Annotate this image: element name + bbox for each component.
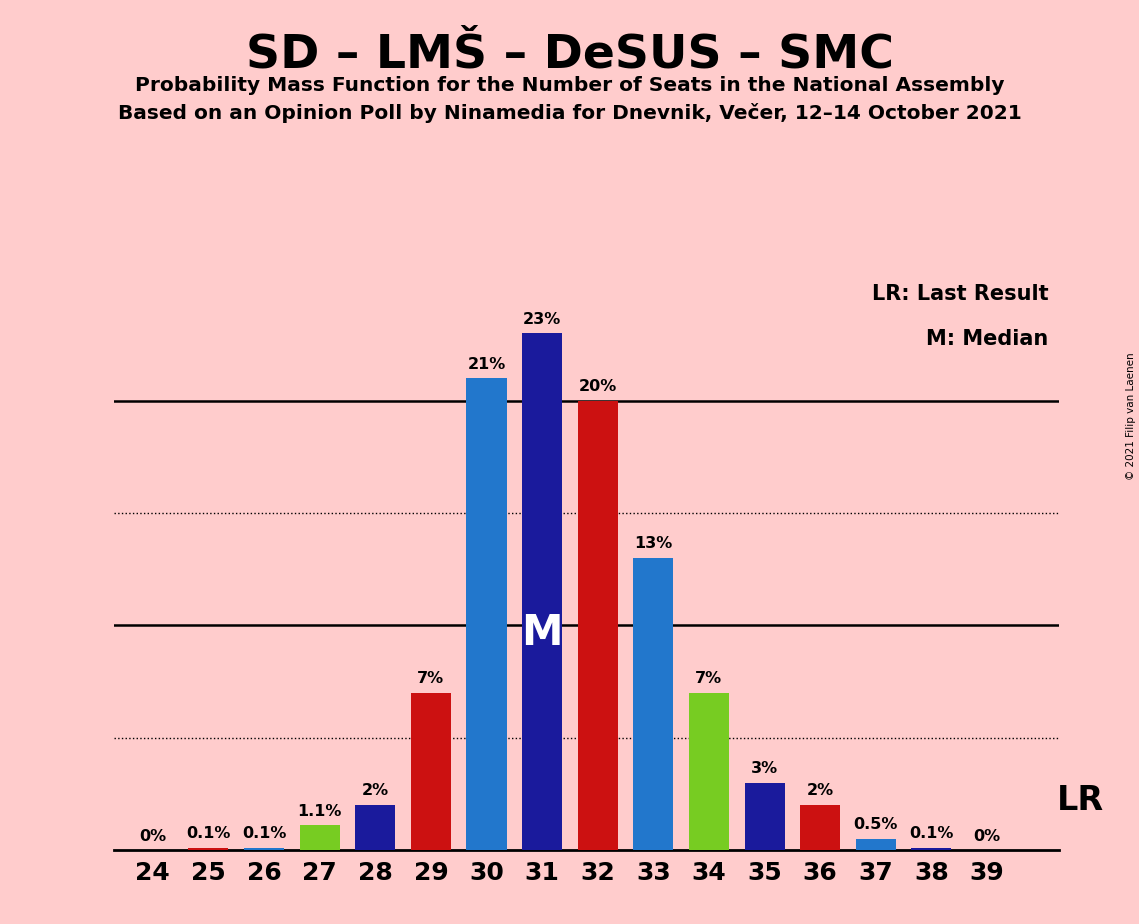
Text: LR: Last Result: LR: Last Result xyxy=(871,284,1048,304)
Text: 2%: 2% xyxy=(806,784,834,798)
Text: 0.5%: 0.5% xyxy=(853,817,898,833)
Bar xyxy=(745,783,785,850)
Bar xyxy=(300,825,339,850)
Bar xyxy=(411,693,451,850)
Text: Probability Mass Function for the Number of Seats in the National Assembly: Probability Mass Function for the Number… xyxy=(134,76,1005,95)
Text: SD – LMŠ – DeSUS – SMC: SD – LMŠ – DeSUS – SMC xyxy=(246,32,893,78)
Text: 2%: 2% xyxy=(362,784,388,798)
Bar xyxy=(188,848,229,850)
Bar xyxy=(577,401,617,850)
Text: LR: LR xyxy=(1057,784,1104,817)
Text: 0.1%: 0.1% xyxy=(909,826,953,841)
Text: 1.1%: 1.1% xyxy=(297,804,342,819)
Text: Based on an Opinion Poll by Ninamedia for Dnevnik, Večer, 12–14 October 2021: Based on an Opinion Poll by Ninamedia fo… xyxy=(117,103,1022,124)
Bar xyxy=(522,334,563,850)
Text: M: M xyxy=(522,612,563,654)
Text: 7%: 7% xyxy=(417,671,444,687)
Text: 0.1%: 0.1% xyxy=(187,826,230,841)
Text: 20%: 20% xyxy=(579,379,617,394)
Bar xyxy=(855,839,895,850)
Bar xyxy=(355,805,395,850)
Bar xyxy=(800,805,841,850)
Text: 0.1%: 0.1% xyxy=(241,826,286,841)
Bar xyxy=(633,558,673,850)
Bar xyxy=(689,693,729,850)
Text: 23%: 23% xyxy=(523,311,562,326)
Text: 0%: 0% xyxy=(974,830,1000,845)
Bar xyxy=(244,848,284,850)
Text: 13%: 13% xyxy=(634,536,672,552)
Text: 21%: 21% xyxy=(467,357,506,371)
Text: 3%: 3% xyxy=(751,761,778,776)
Text: 7%: 7% xyxy=(696,671,722,687)
Text: 0%: 0% xyxy=(139,830,166,845)
Text: © 2021 Filip van Laenen: © 2021 Filip van Laenen xyxy=(1126,352,1136,480)
Bar xyxy=(467,378,507,850)
Bar xyxy=(911,848,951,850)
Text: M: Median: M: Median xyxy=(926,329,1048,349)
